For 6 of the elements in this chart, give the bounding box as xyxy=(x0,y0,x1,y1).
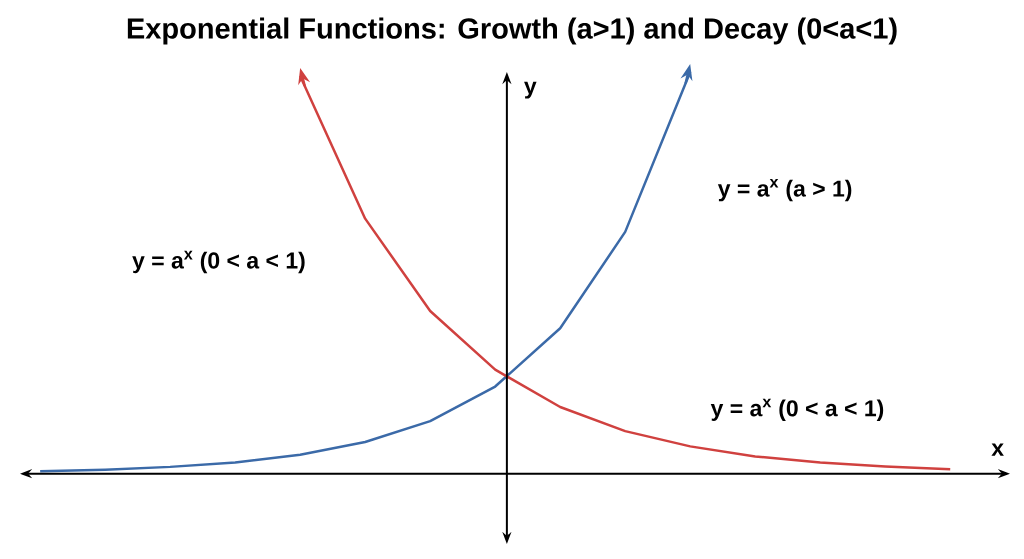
annotation: y = a$^{x}$ (0 < a < 1) xyxy=(132,250,305,274)
y-axis-title: y xyxy=(524,81,537,99)
text: y = a$^{x}$ (a > 1) xyxy=(717,178,852,202)
chart-title: Exponential Functions: Growth (a>1) and Decay (0<a<1) xyxy=(127,17,897,45)
x-axis-title: x xyxy=(991,443,1004,456)
series-label: y = a$^{x}$ (0 < a < 1) xyxy=(710,398,884,421)
